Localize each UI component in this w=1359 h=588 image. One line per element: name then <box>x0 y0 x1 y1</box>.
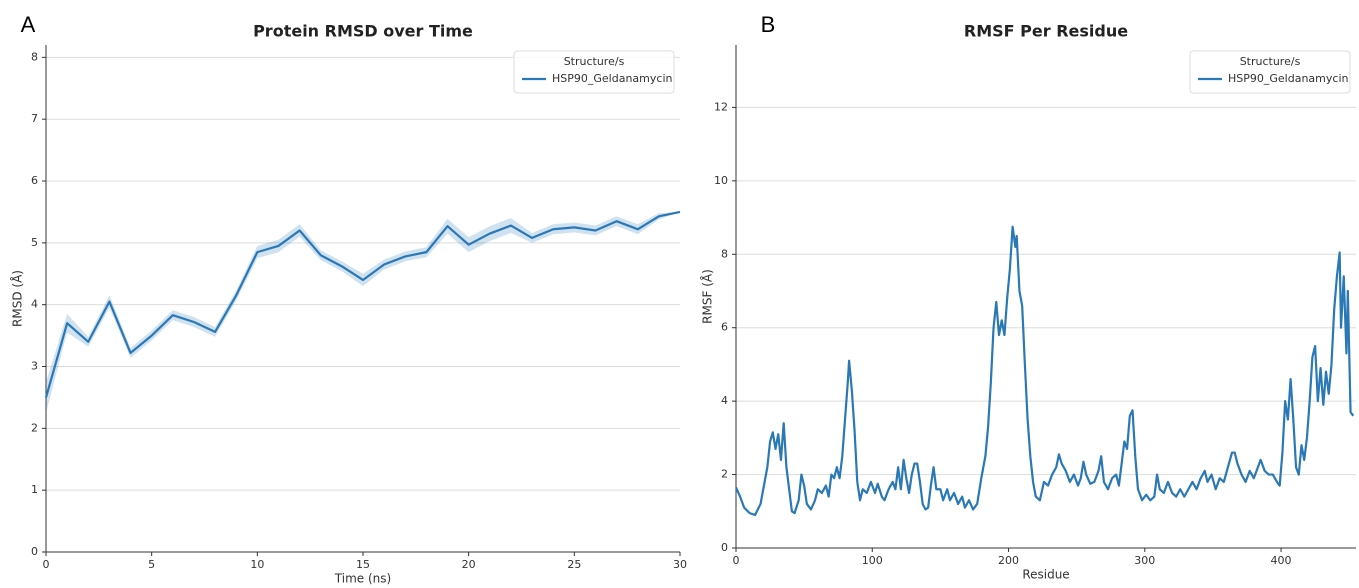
y-tick-label: 6 <box>721 321 728 334</box>
y-tick-label: 0 <box>31 545 38 558</box>
y-tick-label: 12 <box>714 100 728 113</box>
data-line <box>44 210 681 398</box>
y-tick-label: 10 <box>714 174 728 187</box>
chart-title: RMSF Per Residue <box>964 22 1128 41</box>
y-tick-label: 5 <box>31 236 38 249</box>
y-tick-label: 4 <box>31 298 38 311</box>
confidence-band <box>46 211 680 413</box>
x-axis-label: Residue <box>1022 568 1069 582</box>
x-tick-label: 400 <box>1271 554 1292 567</box>
legend-title: Structure/s <box>1240 55 1301 68</box>
y-tick-label: 2 <box>721 468 728 481</box>
x-tick-label: 30 <box>673 558 687 571</box>
y-tick-label: 1 <box>31 483 38 496</box>
x-tick-label: 200 <box>998 554 1019 567</box>
legend-title: Structure/s <box>564 55 625 68</box>
x-tick-label: 300 <box>1134 554 1155 567</box>
y-tick-label: 7 <box>31 112 38 125</box>
legend-box <box>513 50 675 94</box>
x-tick-label: 10 <box>250 558 264 571</box>
x-tick-label: 0 <box>733 554 740 567</box>
x-tick-label: 25 <box>567 558 581 571</box>
chart-title: Protein RMSD over Time <box>253 22 473 41</box>
x-tick-label: 5 <box>148 558 155 571</box>
data-line <box>734 225 1355 517</box>
legend-box <box>1189 50 1351 94</box>
x-tick-label: 0 <box>43 558 50 571</box>
legend-label: HSP90_Geldanamycin <box>552 72 672 85</box>
y-axis-label: RMSF (Å) <box>700 269 715 324</box>
x-tick-label: 20 <box>462 558 476 571</box>
panel-label: B <box>761 12 776 37</box>
y-tick-label: 8 <box>31 50 38 63</box>
x-tick-label: 100 <box>862 554 883 567</box>
y-tick-label: 4 <box>721 394 728 407</box>
x-axis-label: Time (ns) <box>334 572 391 586</box>
y-tick-label: 3 <box>31 360 38 373</box>
x-tick-label: 15 <box>356 558 370 571</box>
y-tick-label: 2 <box>31 421 38 434</box>
panel-label: A <box>21 12 36 37</box>
y-tick-label: 8 <box>721 247 728 260</box>
y-tick-label: 0 <box>721 541 728 554</box>
y-tick-label: 6 <box>31 174 38 187</box>
legend-label: HSP90_Geldanamycin <box>1228 72 1348 85</box>
y-axis-label: RMSD (Å) <box>10 270 25 327</box>
